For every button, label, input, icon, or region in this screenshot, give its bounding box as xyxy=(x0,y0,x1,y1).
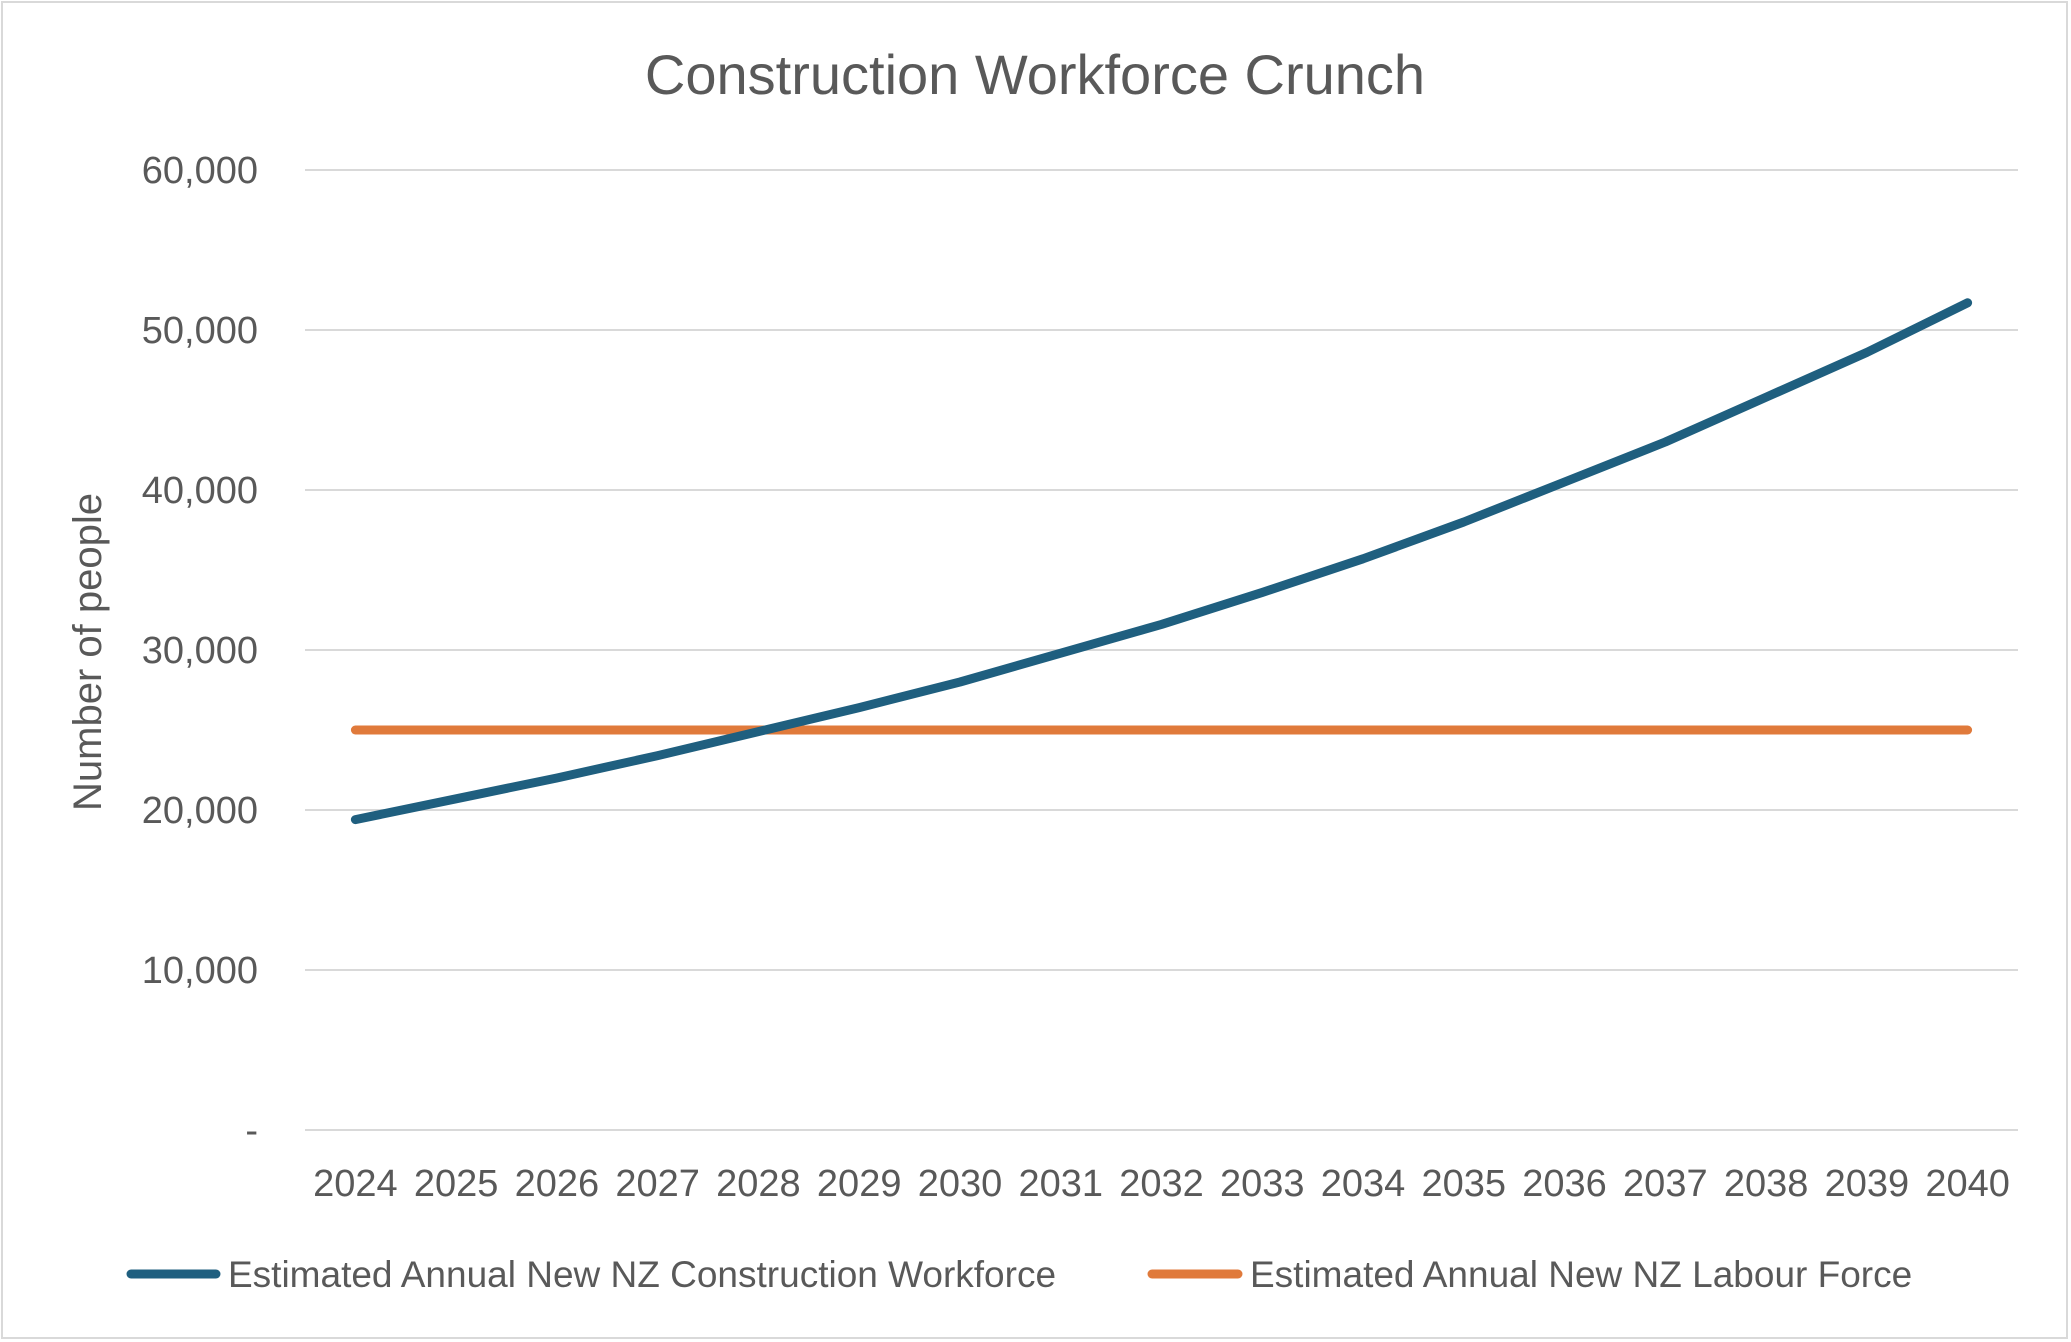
x-tick-label: 2024 xyxy=(313,1163,398,1205)
y-tick-label: 40,000 xyxy=(142,470,258,512)
chart-title: Construction Workforce Crunch xyxy=(645,43,1425,106)
x-tick-label: 2039 xyxy=(1825,1163,1910,1205)
x-tick-label: 2025 xyxy=(414,1163,499,1205)
x-tick-label: 2040 xyxy=(1925,1163,2010,1205)
x-tick-label: 2032 xyxy=(1119,1163,1204,1205)
series-line-construction-workforce xyxy=(350,298,1973,825)
y-tick-label: 60,000 xyxy=(142,150,258,192)
y-tick-label: 30,000 xyxy=(142,630,258,672)
x-tick-label: 2038 xyxy=(1724,1163,1809,1205)
x-tick-label: 2030 xyxy=(918,1163,1003,1205)
y-tick-label: 20,000 xyxy=(142,790,258,832)
y-axis-label: Number of people xyxy=(66,493,110,811)
x-tick-label: 2027 xyxy=(615,1163,700,1205)
legend: Estimated Annual New NZ Construction Wor… xyxy=(126,1254,1912,1295)
legend-label-labour: Estimated Annual New NZ Labour Force xyxy=(1250,1254,1912,1295)
x-tick-label: 2026 xyxy=(515,1163,600,1205)
series-lines xyxy=(350,298,1973,825)
gridlines xyxy=(305,169,2018,1131)
x-tick-label: 2028 xyxy=(716,1163,801,1205)
y-tick-label: - xyxy=(245,1110,258,1152)
x-tick-label: 2033 xyxy=(1220,1163,1305,1205)
y-tick-label: 50,000 xyxy=(142,310,258,352)
y-axis-ticks: - 10,000 20,000 30,000 40,000 50,000 60,000 xyxy=(142,150,258,1152)
x-tick-label: 2031 xyxy=(1018,1163,1103,1205)
x-tick-label: 2029 xyxy=(817,1163,902,1205)
legend-label-construction: Estimated Annual New NZ Construction Wor… xyxy=(228,1254,1056,1295)
x-tick-label: 2037 xyxy=(1623,1163,1708,1205)
y-tick-label: 10,000 xyxy=(142,950,258,992)
x-tick-label: 2035 xyxy=(1422,1163,1507,1205)
x-tick-label: 2036 xyxy=(1522,1163,1607,1205)
x-axis-ticks: 2024 2025 2026 2027 2028 2029 2030 2031 2032 2033… xyxy=(313,1163,2010,1205)
x-tick-label: 2034 xyxy=(1321,1163,1406,1205)
